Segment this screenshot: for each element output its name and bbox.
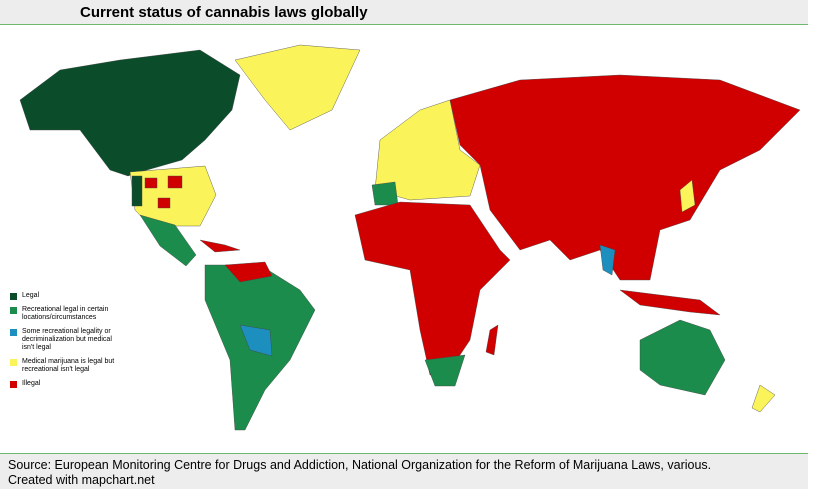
legend-label: Recreational legal in certain locations/… [22, 306, 109, 321]
legend-label: Medical marijuana is legal but recreatio… [22, 358, 115, 373]
mexico [139, 214, 197, 267]
us-state [157, 197, 171, 209]
legend-item: Legal [10, 292, 115, 300]
legend-item: Medical marijuana is legal but recreatio… [10, 358, 115, 374]
legend-swatch [10, 293, 17, 300]
legend-swatch [10, 381, 17, 388]
legend-item: Some recreational legality or decriminal… [10, 328, 115, 352]
legend-swatch [10, 359, 17, 366]
greenland [234, 44, 361, 131]
north-america [19, 49, 241, 177]
world-map [19, 44, 801, 431]
legend-swatch [10, 329, 17, 336]
us-state [131, 175, 143, 207]
legend: Legal Recreational legal in certain locat… [10, 292, 115, 394]
thailand [599, 244, 616, 276]
legend-label: Illegal [22, 380, 41, 387]
legend-swatch [10, 307, 17, 314]
indonesia [619, 289, 721, 316]
venezuela [224, 261, 273, 283]
legend-label: Legal [22, 292, 40, 299]
source: Source: European Monitoring Centre for D… [8, 458, 712, 472]
bolivia [239, 324, 273, 357]
legend-item: Illegal [10, 380, 115, 388]
asia [449, 74, 801, 281]
caribbean [199, 239, 241, 253]
new-zealand [751, 384, 776, 413]
legend-label: Some recreational legality or decriminal… [22, 328, 112, 351]
madagascar [485, 324, 499, 356]
south-africa [424, 354, 466, 387]
title: Current status of cannabis laws globally [80, 4, 368, 21]
title-bar: Current status of cannabis laws globally [0, 0, 808, 25]
legend-item: Recreational legal in certain locations/… [10, 306, 115, 322]
source-bar: Source: European Monitoring Centre for D… [0, 453, 808, 489]
us-state [144, 177, 158, 189]
credit: Created with mapchart.net [8, 473, 155, 487]
japan [679, 179, 696, 213]
africa [354, 201, 511, 376]
australia [639, 319, 726, 396]
europe-green [371, 181, 399, 206]
us-state [167, 175, 183, 189]
